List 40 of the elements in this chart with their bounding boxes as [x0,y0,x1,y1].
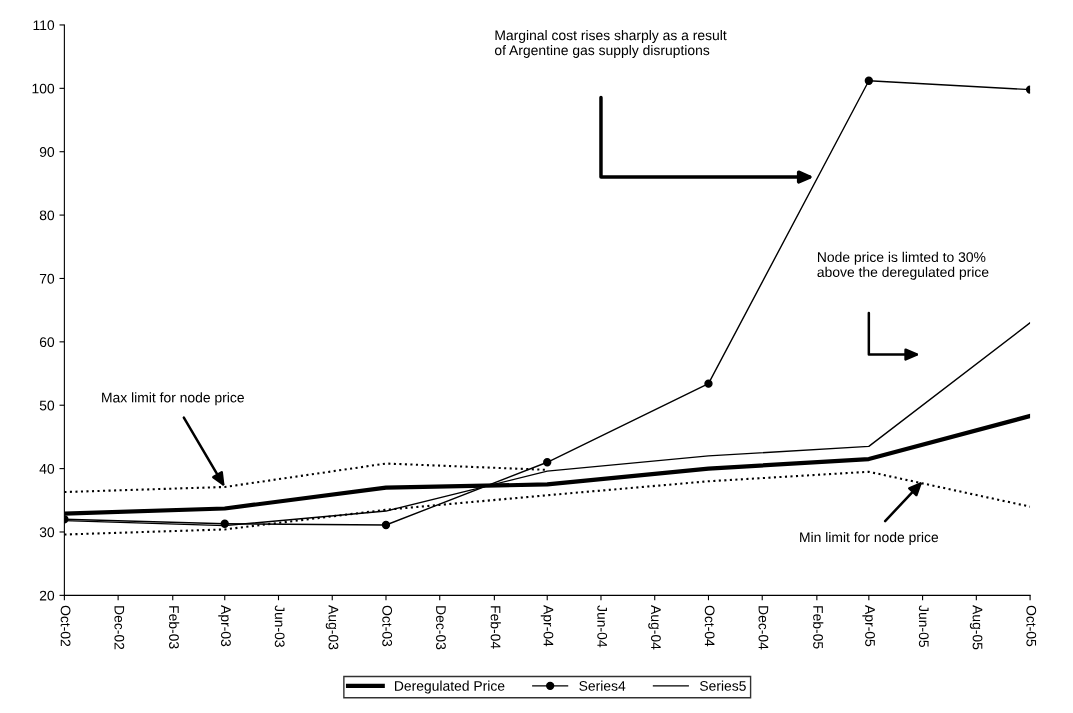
y-tick-label: 70 [39,273,55,284]
annotation: Marginal cost rises sharply as a result of Argentine gas supply disruptions [494,30,727,58]
x-tick-label: Apr-03 [218,605,231,647]
x-tick-label: Jun-05 [918,605,929,647]
x-tick-label: Feb-05 [813,606,824,649]
x-tick-label: Apr-04 [540,605,554,647]
x-tick-label: Aug-04 [648,605,661,650]
x-tick-label: Dec-04 [758,606,769,650]
x-tick-label: Dec-03 [436,606,446,650]
y-tick-label: 50 [39,400,55,411]
y-tick-label: 40 [39,463,55,474]
x-tick-label: Jun-03 [274,605,285,647]
y-tick-label: 90 [39,147,55,157]
legend-label: Series4 [579,680,626,691]
x-tick-label: Oct-05 [1026,605,1037,647]
x-tick-label: Aug-05 [969,605,983,650]
x-tick-label: Oct-03 [382,605,393,647]
x-tick-label: Oct-04 [704,605,715,647]
y-tick-label: 100 [32,83,55,94]
x-tick-label: Dec-02 [114,606,125,650]
point [704,379,713,388]
annotation: Max limit for node price [102,392,244,406]
x-tick-label: Jun-04 [597,605,608,648]
x-tick-label: Apr-05 [862,605,875,647]
y-tick-label: 110 [33,20,55,31]
point [864,76,874,85]
point [543,458,552,467]
legend-label: Series5 [699,680,746,691]
annotation: Node price is limted to 30% above the deregulated price [817,251,989,280]
annotation: Min limit for node price [800,531,939,545]
x-tick-label: Aug-03 [325,605,339,650]
y-tick-label: 60 [39,337,55,348]
x-tick-label: Feb-03 [169,606,180,649]
point [381,520,391,530]
y-tick-label: 20 [39,590,55,601]
x-tick-label: Oct-02 [60,605,71,647]
x-tick-label: Feb-04 [490,606,501,649]
y-tick-label: 30 [39,527,55,538]
y-tick-label: 80 [39,210,55,221]
legend-label: Deregulated Price [395,680,505,694]
